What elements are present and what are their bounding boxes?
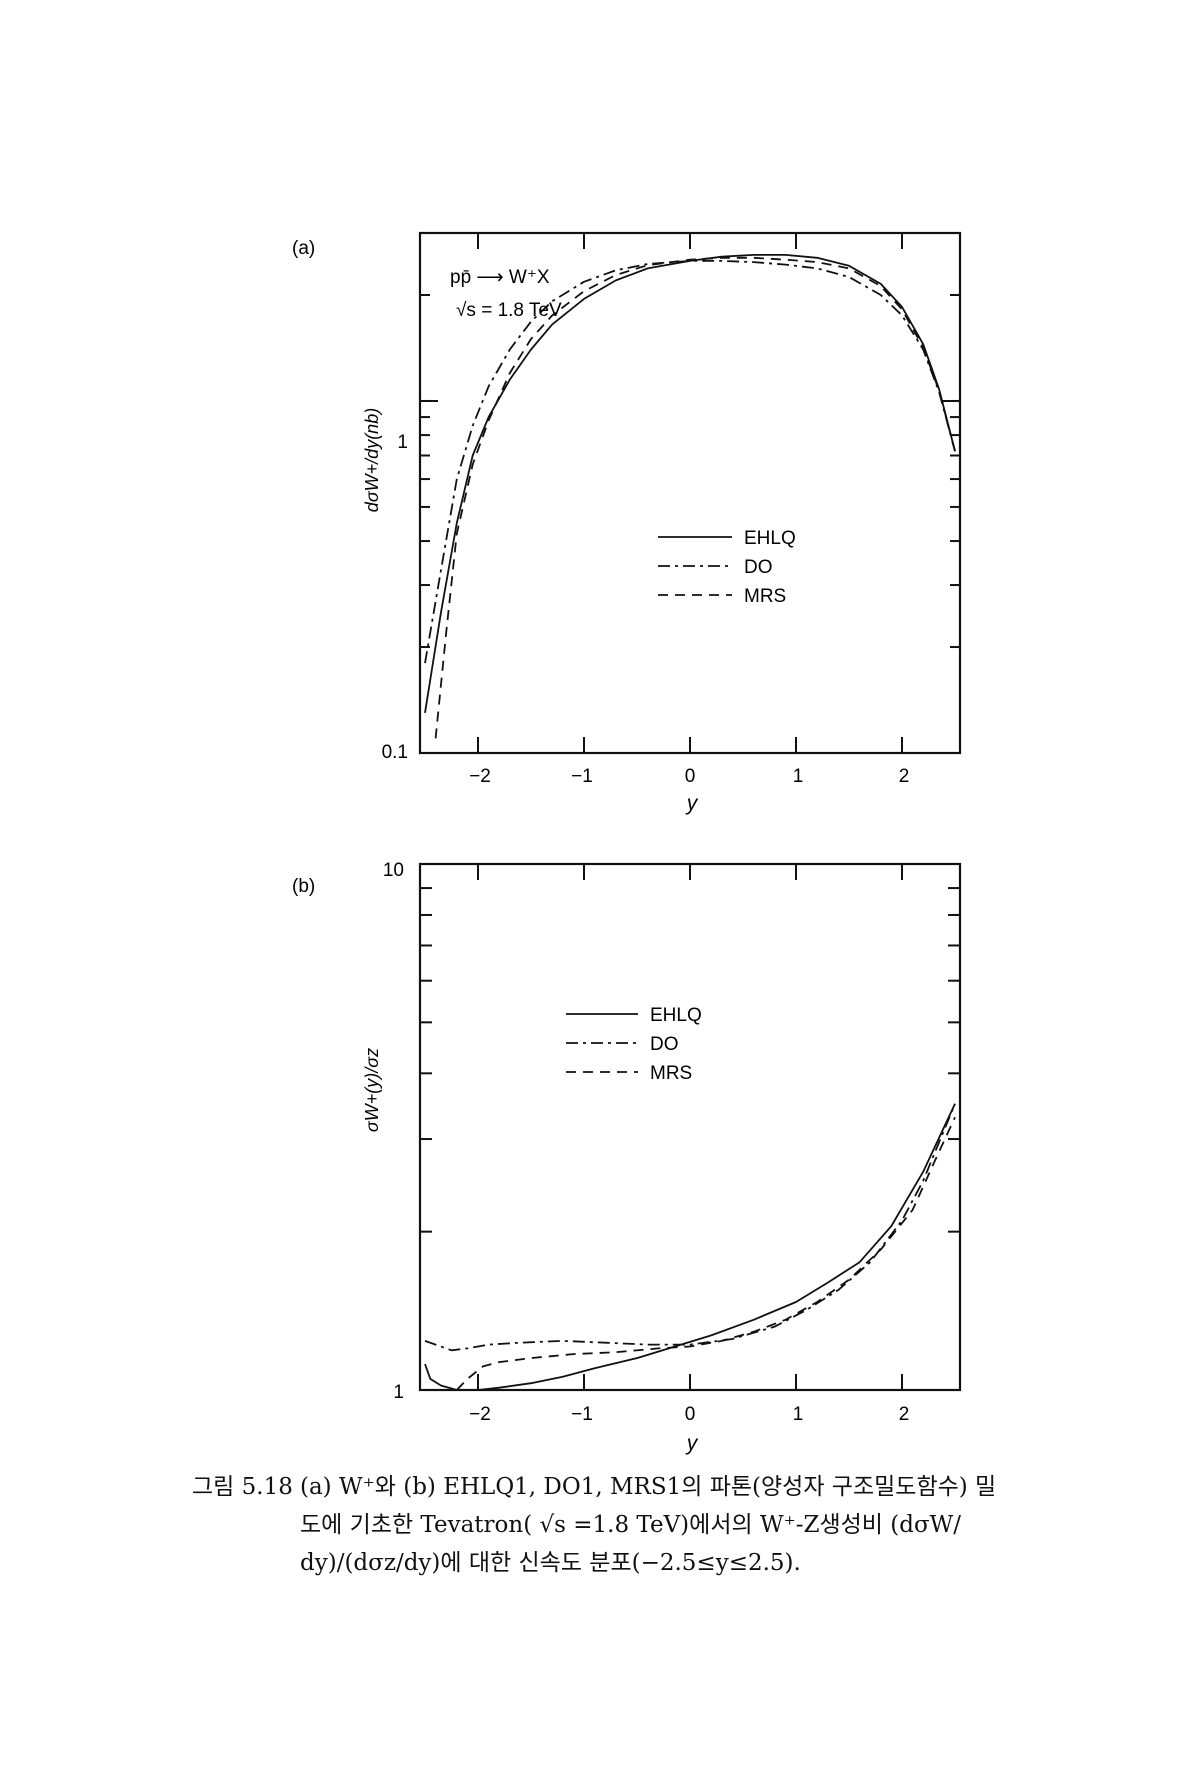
- series-line-mrs: [456, 1116, 956, 1391]
- caption-line-2: 도에 기초한 Tevatron( √s =1.8 TeV)에서의 W⁺-Z생성비…: [300, 1512, 962, 1538]
- panel-a-xtick-1: 1: [793, 766, 804, 787]
- panel-b-xtick-1: 1: [793, 1404, 804, 1425]
- series-line-do: [424, 1103, 956, 1352]
- panel-b-xlabel: y: [685, 1432, 699, 1455]
- panel-a-label: (a): [292, 238, 315, 259]
- panel-a-annotation-energy: √s = 1.8 TeV: [456, 300, 562, 321]
- series-line-mrs: [434, 256, 956, 739]
- panel-b-ylabel: σW+(y)/σz: [362, 1048, 382, 1132]
- panel-a: (a) pp̄ ⟶ W⁺X √s = 1.8 TeV 1 0.1 −2 −1 0…: [292, 231, 962, 815]
- panel-a-curves: [424, 253, 956, 739]
- panel-a-legend: EHLQ DO MRS: [658, 528, 796, 607]
- panel-b-ytick-10: 10: [383, 860, 404, 881]
- caption-line-1: 그림 5.18 (a) W⁺와 (b) EHLQ1, DO1, MRS1의 파톤(…: [192, 1468, 1072, 1506]
- panel-a-ytick-0.1: 0.1: [382, 742, 408, 763]
- figure-caption: 그림 5.18 (a) W⁺와 (b) EHLQ1, DO1, MRS1의 파톤(…: [192, 1468, 1072, 1582]
- legend-b-label-ehlq: EHLQ: [650, 1005, 702, 1026]
- panel-b-curves: [424, 1103, 956, 1391]
- panel-a-xlabel: y: [685, 792, 699, 815]
- panel-b-legend: EHLQ DO MRS: [566, 1005, 702, 1084]
- caption-label: 그림 5.18: [192, 1474, 293, 1500]
- panel-a-xtick--2: −2: [469, 766, 491, 787]
- panel-a-xtick-0: 0: [685, 766, 696, 787]
- series-line-do: [424, 259, 956, 664]
- legend-a-label-do: DO: [744, 557, 773, 578]
- panel-b-label: (b): [292, 876, 315, 897]
- panel-a-ticks: [420, 233, 960, 753]
- panel-a-ytick-1: 1: [397, 432, 408, 453]
- panel-a-xtick-2: 2: [899, 766, 910, 787]
- caption-line-3: dy)/(dσz/dy)에 대한 신속도 분포(−2.5≤y≤2.5).: [300, 1550, 801, 1576]
- caption-text-1: (a) W⁺와 (b) EHLQ1, DO1, MRS1의 파톤(양성자 구조밀…: [300, 1474, 997, 1500]
- panel-b-ticks: [420, 864, 960, 1390]
- legend-a-label-mrs: MRS: [744, 586, 786, 607]
- panel-a-ylabel: dσW+/dy(nb): [362, 408, 382, 512]
- legend-b-label-mrs: MRS: [650, 1063, 692, 1084]
- panel-b-xtick-0: 0: [685, 1404, 696, 1425]
- panel-b-ytick-1: 1: [393, 1382, 404, 1403]
- panel-a-xtick--1: −1: [571, 766, 593, 787]
- legend-a-label-ehlq: EHLQ: [744, 528, 796, 549]
- panel-b-xtick-2: 2: [899, 1404, 910, 1425]
- panel-b: (b) 10 1 −2 −1 0 1 2 y σW+(y)/σz EHLQ DO…: [292, 860, 962, 1455]
- panel-b-frame: [418, 862, 962, 1392]
- series-line-ehlq: [424, 253, 956, 714]
- panel-a-annotation-process: pp̄ ⟶ W⁺X: [450, 267, 550, 288]
- panel-b-xtick--2: −2: [469, 1404, 491, 1425]
- legend-b-label-do: DO: [650, 1034, 679, 1055]
- panel-b-xtick--1: −1: [571, 1404, 593, 1425]
